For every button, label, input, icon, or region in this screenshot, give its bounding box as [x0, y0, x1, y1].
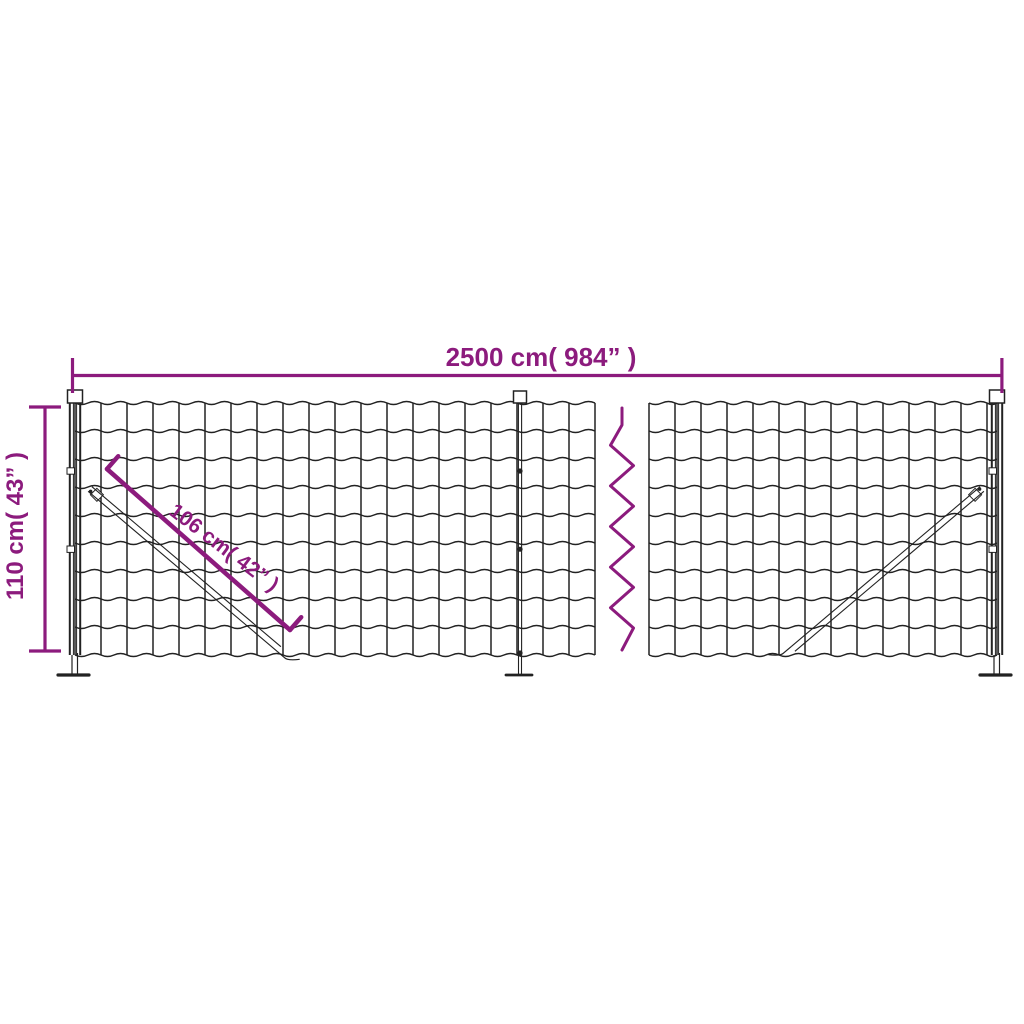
svg-text:2500 cm( 984” ): 2500 cm( 984” )	[446, 342, 637, 372]
svg-text:110 cm( 43” ): 110 cm( 43” )	[2, 452, 29, 600]
